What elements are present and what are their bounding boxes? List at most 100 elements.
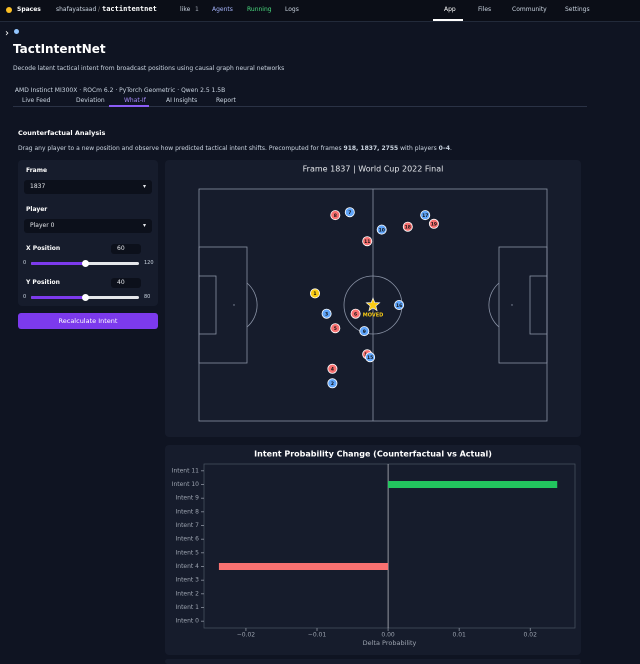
y-tick-label: Intent 2 <box>176 590 200 597</box>
value: 40 <box>117 279 125 286</box>
player: 6 <box>350 308 361 319</box>
y-input[interactable]: 40 <box>111 278 141 288</box>
player-marker <box>344 207 355 218</box>
text: . <box>450 145 452 152</box>
player-label: 3 <box>325 312 328 318</box>
penalty-spot <box>511 304 513 306</box>
pitch: Frame 1837 | World Cup 2022 Final7810171… <box>198 165 548 422</box>
slider-max: 80 <box>144 294 151 300</box>
tab-active[interactable]: What-If <box>124 97 146 104</box>
goal-area <box>198 275 217 335</box>
slider-min: 0 <box>23 260 27 266</box>
nav-tab[interactable]: App <box>444 6 456 13</box>
tab[interactable]: AI Insights <box>166 97 198 104</box>
bar <box>218 563 389 570</box>
player: 17 <box>420 210 431 221</box>
player-dropdown[interactable]: Player 0 ▾ <box>24 219 152 233</box>
player-marker <box>402 221 413 232</box>
y-tick-label: Intent 10 <box>172 481 199 488</box>
status: Running <box>247 6 272 13</box>
player-marker <box>365 352 376 363</box>
next-panel <box>165 659 581 664</box>
moved-label: MOVED <box>363 313 384 319</box>
player-label: 1 <box>313 291 316 297</box>
slider-fill <box>31 262 85 265</box>
slider-fill <box>31 296 85 299</box>
chart-panel: Intent Probability Change (Counterfactua… <box>165 445 581 655</box>
player-label: 11 <box>364 239 370 245</box>
chart-title: Intent Probability Change (Counterfactua… <box>254 450 492 459</box>
chevron[interactable]: › <box>5 28 9 39</box>
owner[interactable]: shafayatsaad <box>56 6 97 13</box>
player-marker <box>327 363 338 374</box>
plot-frame <box>203 463 576 629</box>
label: Frame <box>26 167 48 174</box>
slider-thumb[interactable] <box>82 294 89 301</box>
player: 19 <box>428 218 439 229</box>
player-label: 18 <box>405 225 411 231</box>
value: 60 <box>117 245 125 252</box>
player: 2 <box>327 378 338 389</box>
recalculate-button[interactable]: Recalculate Intent <box>18 313 158 329</box>
slider-thumb[interactable] <box>82 260 89 267</box>
logo <box>6 7 12 13</box>
player-label: 8 <box>334 213 337 219</box>
penalty-arc <box>488 282 500 328</box>
value: 1837 <box>30 183 46 190</box>
y-tick-label: Intent 4 <box>176 563 200 570</box>
subtitle: Decode latent tactical intent from broad… <box>13 65 285 72</box>
button-label: Recalculate Intent <box>58 317 118 325</box>
x-input[interactable]: 60 <box>111 244 141 254</box>
tab[interactable]: Live Feed <box>22 97 51 104</box>
nav-tab[interactable]: Settings <box>565 6 590 13</box>
nav-tab[interactable]: Files <box>478 6 492 13</box>
player-marker <box>362 236 373 247</box>
nav-tab[interactable]: Community <box>512 6 547 13</box>
moved-star <box>365 297 381 312</box>
label: Player <box>26 206 48 213</box>
player-label: 6 <box>354 312 357 318</box>
player-label: 2 <box>331 381 334 387</box>
player: 5 <box>330 323 341 334</box>
text: 918, 1837, 2755 <box>343 145 399 152</box>
frame-dropdown[interactable]: 1837 ▾ <box>24 180 152 194</box>
pitch-title: Frame 1837 | World Cup 2022 Final <box>303 165 444 174</box>
x-tick-label: 0.01 <box>452 632 466 639</box>
x-axis-label: Delta Probability <box>363 639 417 647</box>
penalty-spot <box>233 304 235 306</box>
app-title: TactIntentNet <box>13 42 106 56</box>
like[interactable]: like <box>180 6 191 13</box>
player-label: 15 <box>367 355 373 361</box>
agents[interactable]: Agents <box>212 6 233 13</box>
active-indicator <box>433 19 463 21</box>
player: 15 <box>365 352 376 363</box>
player-marker <box>420 210 431 221</box>
y-tick-label: Intent 1 <box>176 604 200 611</box>
y-tick-label: Intent 11 <box>172 467 199 474</box>
badge: PyTorch Geometric <box>119 87 176 94</box>
badge: AMD Instinct MI300X <box>14 87 78 94</box>
x-tick-label: 0.00 <box>381 632 395 639</box>
y-tick-label: Intent 6 <box>176 536 200 543</box>
badge: Qwen 2.5 1.5B <box>181 87 226 94</box>
brand[interactable]: Spaces <box>17 6 41 13</box>
player: 18 <box>402 221 413 232</box>
y-tick-label: Intent 9 <box>176 495 200 502</box>
repo[interactable]: tactintentnet <box>102 5 157 13</box>
text: 0–4 <box>438 145 451 152</box>
label: Y Position <box>26 279 60 286</box>
player-label: 16 <box>396 303 402 309</box>
player: 4 <box>327 363 338 374</box>
pitch-panel: Frame 1837 | World Cup 2022 Final 7 8 10 17 1… <box>165 160 581 437</box>
logs[interactable]: Logs <box>285 6 299 13</box>
label: X Position <box>26 245 61 252</box>
slider-min: 0 <box>23 294 27 300</box>
tab[interactable]: Report <box>216 97 236 104</box>
player-marker <box>428 218 439 229</box>
player-marker <box>330 210 341 221</box>
y-tick-label: Intent 3 <box>176 577 200 584</box>
tab-indicator <box>109 105 149 107</box>
tab[interactable]: Deviation <box>76 97 105 104</box>
player-label: 4 <box>331 367 334 373</box>
player-label: 19 <box>431 222 437 228</box>
